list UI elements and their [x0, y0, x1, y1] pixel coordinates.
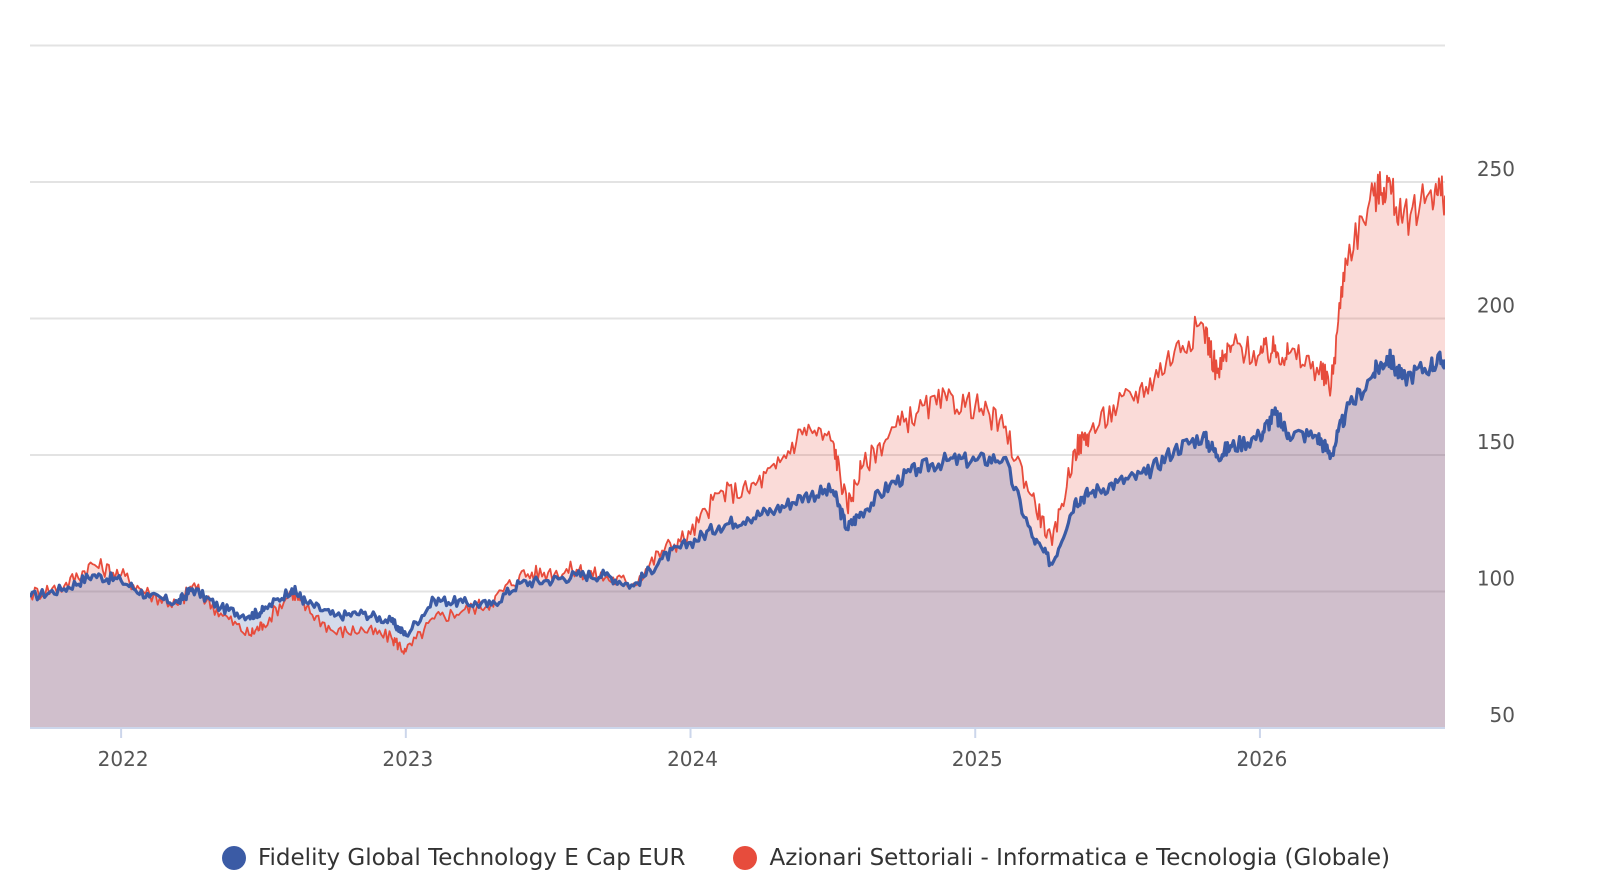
x-axis: 2022 2023 2024 2025 2026 — [30, 727, 1445, 771]
y-tick-label-50: 50 — [1490, 703, 1515, 727]
y-axis: 50 100 150 200 250 — [1477, 157, 1515, 727]
legend-marker-category — [733, 846, 758, 870]
y-tick-label-100: 100 — [1477, 567, 1515, 591]
series-area-1 — [30, 171, 1445, 728]
x-tick-label-2024: 2024 — [667, 747, 718, 771]
x-tick-label-2026: 2026 — [1236, 747, 1287, 771]
series-line-1[interactable] — [30, 171, 1445, 655]
legend: Fidelity Global Technology E Cap EUR Azi… — [0, 838, 1612, 878]
legend-label-category: Azionari Settoriali - Informatica e Tecn… — [769, 845, 1390, 871]
legend-label-fidelity: Fidelity Global Technology E Cap EUR — [257, 845, 686, 871]
legend-item-category[interactable]: Azionari Settoriali - Informatica e Tecn… — [733, 845, 1390, 871]
legend-item-fidelity[interactable]: Fidelity Global Technology E Cap EUR — [221, 845, 686, 871]
x-tick-label-2025: 2025 — [952, 747, 1003, 771]
legend-marker-fidelity — [221, 846, 246, 870]
y-tick-label-150: 150 — [1477, 430, 1515, 454]
grid-lines — [30, 44, 1445, 593]
series-lines — [30, 171, 1445, 655]
x-tick-label-2022: 2022 — [98, 747, 149, 771]
y-tick-label-250: 250 — [1477, 157, 1515, 181]
series-line-0[interactable] — [30, 348, 1445, 638]
y-tick-label-200: 200 — [1477, 294, 1515, 318]
x-tick-label-2023: 2023 — [382, 747, 433, 771]
series-areas — [30, 171, 1445, 728]
performance-chart: 2022 2023 2024 2025 2026 50 100 150 200 250 — [30, 44, 1515, 771]
